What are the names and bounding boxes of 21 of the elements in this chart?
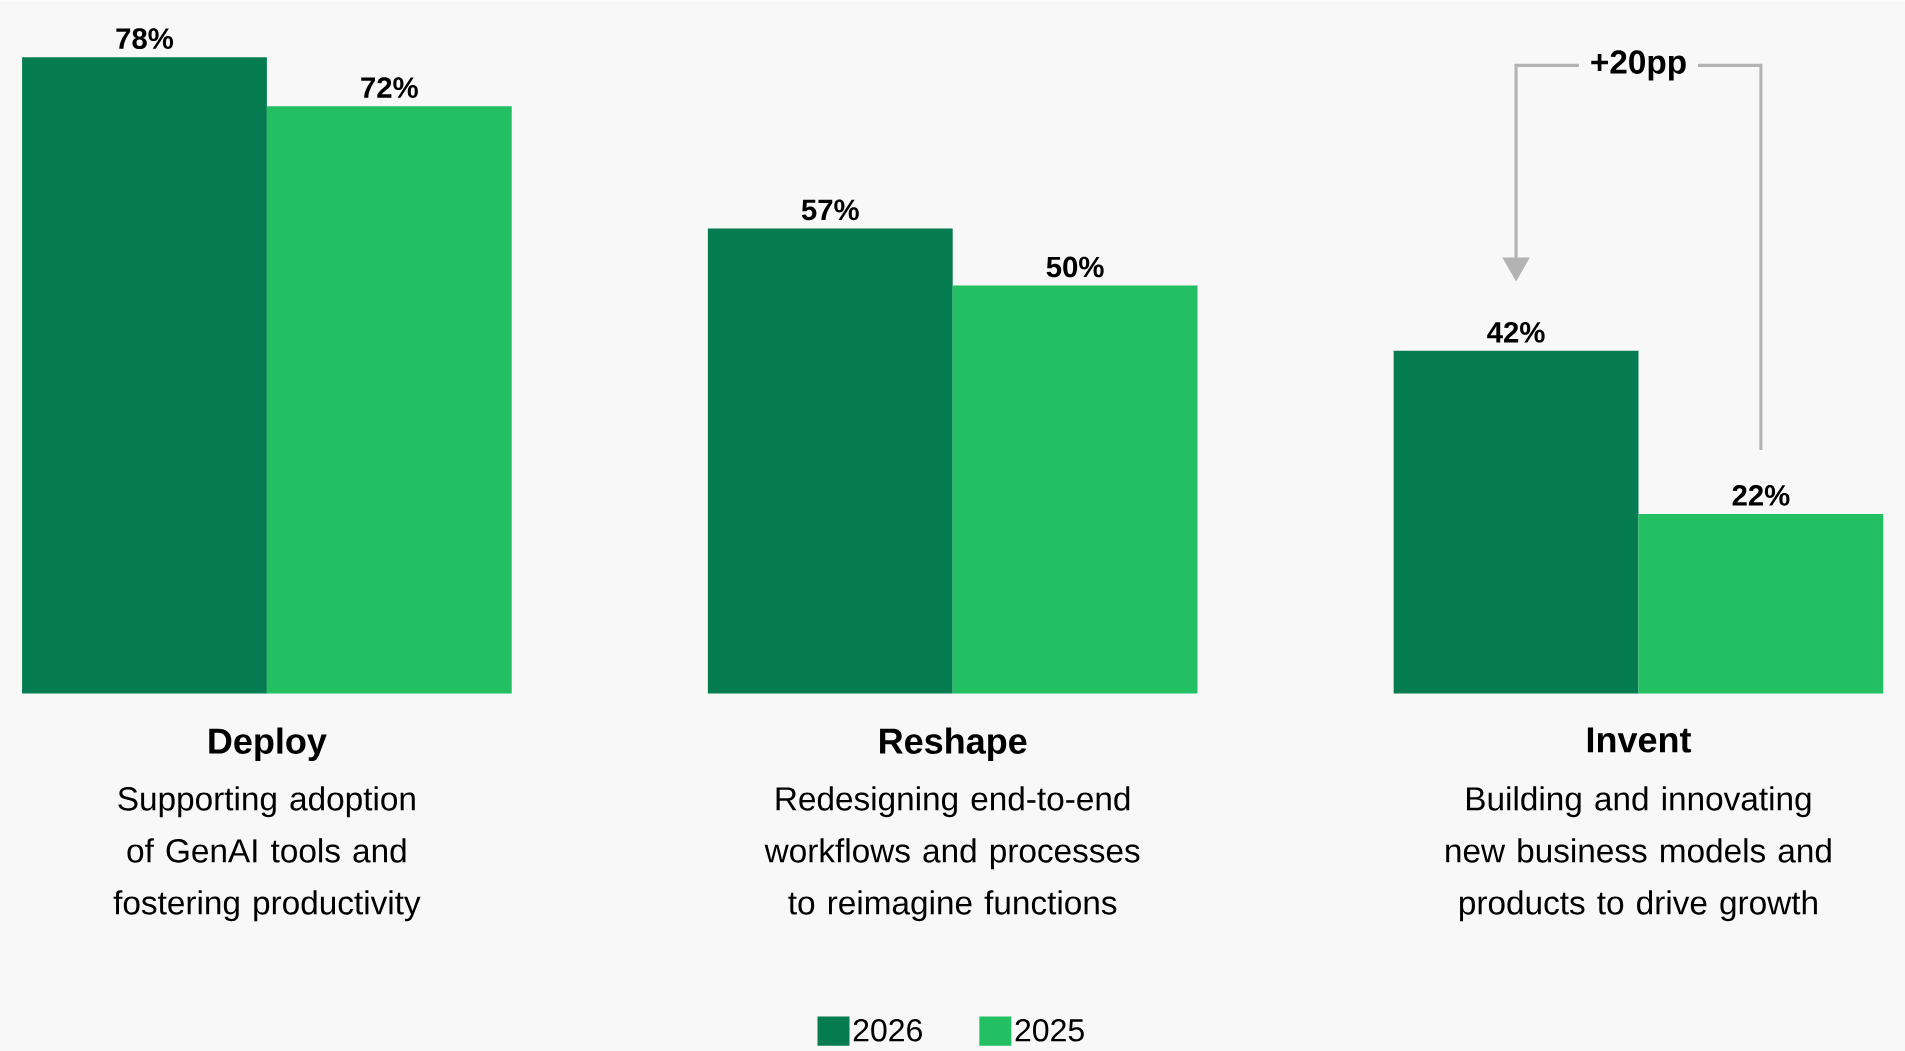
legend-label: 2026 [853, 1018, 922, 1042]
text: Redesigning end-to-end workflows and processes to reimagine functions [764, 785, 1140, 922]
x-tick-label: Reshape [880, 727, 1027, 761]
text: Building and innovating new business models and products to drive growth [1446, 785, 1831, 922]
bar [952, 285, 1198, 694]
x-tick-label: Invent [1587, 727, 1692, 753]
data-label: 72% [361, 76, 418, 98]
data-label: 50% [1046, 256, 1104, 278]
data-label: 42% [1487, 321, 1545, 343]
annotation: +20pp [1591, 50, 1686, 81]
bar [22, 57, 267, 694]
bar [707, 228, 953, 694]
data-label: 22% [1732, 484, 1790, 506]
text: Supporting adoption of GenAI tools and fostering productivity [113, 785, 421, 922]
data-label: 78% [116, 27, 174, 49]
bar [1393, 350, 1639, 694]
bar [266, 105, 512, 694]
legend-label: 2025 [1015, 1018, 1084, 1042]
bar [1638, 513, 1884, 694]
data-label: 57% [801, 199, 859, 221]
x-tick-label: Deploy [209, 727, 327, 761]
